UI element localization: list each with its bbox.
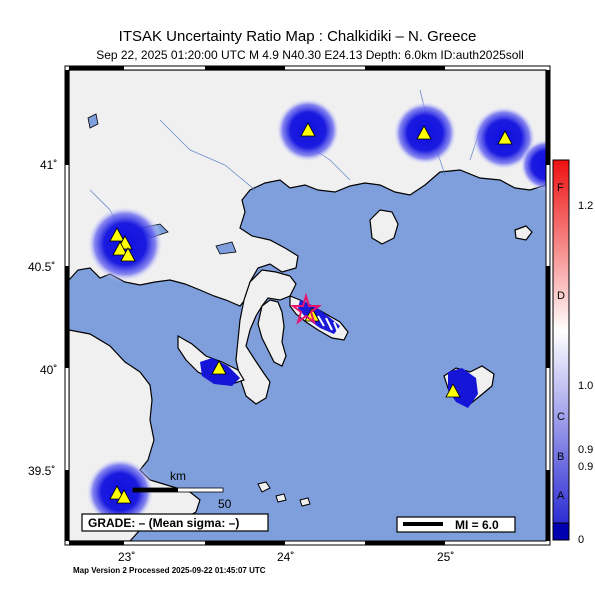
samothrace-island — [514, 225, 533, 241]
station-marker[interactable] — [109, 227, 125, 242]
grade-text: GRADE: – (Mean sigma: –) — [88, 516, 239, 530]
lon-axis: 23˚ 24˚ 25˚ — [118, 550, 454, 564]
lon-tick: 23˚ — [118, 550, 135, 564]
station-marker[interactable] — [120, 247, 136, 262]
lat-tick: 39.5˚ — [28, 464, 55, 478]
mi-text: MI = 6.0 — [455, 518, 499, 532]
station-marker[interactable] — [116, 489, 132, 504]
scale-unit-label: km — [170, 469, 186, 483]
grade-box: GRADE: – (Mean sigma: –) — [81, 513, 269, 532]
lon-tick: 25˚ — [437, 550, 454, 564]
colorbar-letter: B — [557, 451, 564, 463]
map-title: ITSAK Uncertainty Ratio Map : Chalkidiki… — [118, 28, 477, 45]
colorbar-value: 0.9 — [578, 461, 593, 473]
sithonia — [257, 299, 287, 367]
station-marker[interactable] — [416, 125, 432, 140]
lat-tick: 40.5˚ — [28, 260, 55, 274]
station-marker[interactable] — [497, 130, 513, 145]
lat-tick: 41˚ — [40, 158, 57, 172]
station-marker[interactable] — [445, 383, 461, 398]
colorbar: F D C B A 1.2 1.0 0.9 0.9 0 — [552, 159, 593, 546]
chalkidiki — [235, 269, 297, 405]
scale-value-label: 50 — [218, 497, 232, 511]
map-frame — [64, 65, 551, 546]
colorbar-value: 1.0 — [578, 380, 593, 392]
station-marker[interactable] — [300, 122, 316, 137]
scale-bar: km 50 — [132, 469, 232, 511]
seismic-stations — [109, 122, 513, 504]
event-info: Sep 22, 2025 01:20:00 UTC M 4.9 N40.30 E… — [96, 48, 524, 62]
sporades-islands — [257, 481, 311, 507]
colorbar-letter: A — [557, 490, 565, 502]
colorbar-letter: D — [557, 290, 565, 302]
station-marker[interactable] — [112, 241, 128, 256]
mi-box: MI = 6.0 — [396, 516, 516, 533]
colorbar-letter: F — [557, 182, 564, 194]
epicenter-star[interactable] — [290, 292, 322, 325]
map-area: km 50 GRADE: – (Mean sigma: –) MI = 6.0 — [69, 70, 546, 541]
uncertainty-field — [86, 98, 546, 526]
colorbar-letter: C — [557, 411, 565, 423]
colorbar-value: 1.2 — [578, 200, 593, 212]
footer-processed: Map Version 2 Processed 2025-09-22 01:45… — [73, 566, 266, 575]
colorbar-value: 0.9 — [578, 444, 593, 456]
station-marker[interactable] — [211, 360, 227, 375]
thasos-island — [369, 209, 399, 245]
lat-tick: 40˚ — [40, 363, 57, 377]
lon-tick: 24˚ — [277, 550, 294, 564]
colorbar-value: 0 — [578, 534, 584, 546]
lat-axis: 41˚ 40.5˚ 40˚ 39.5˚ — [28, 158, 57, 478]
